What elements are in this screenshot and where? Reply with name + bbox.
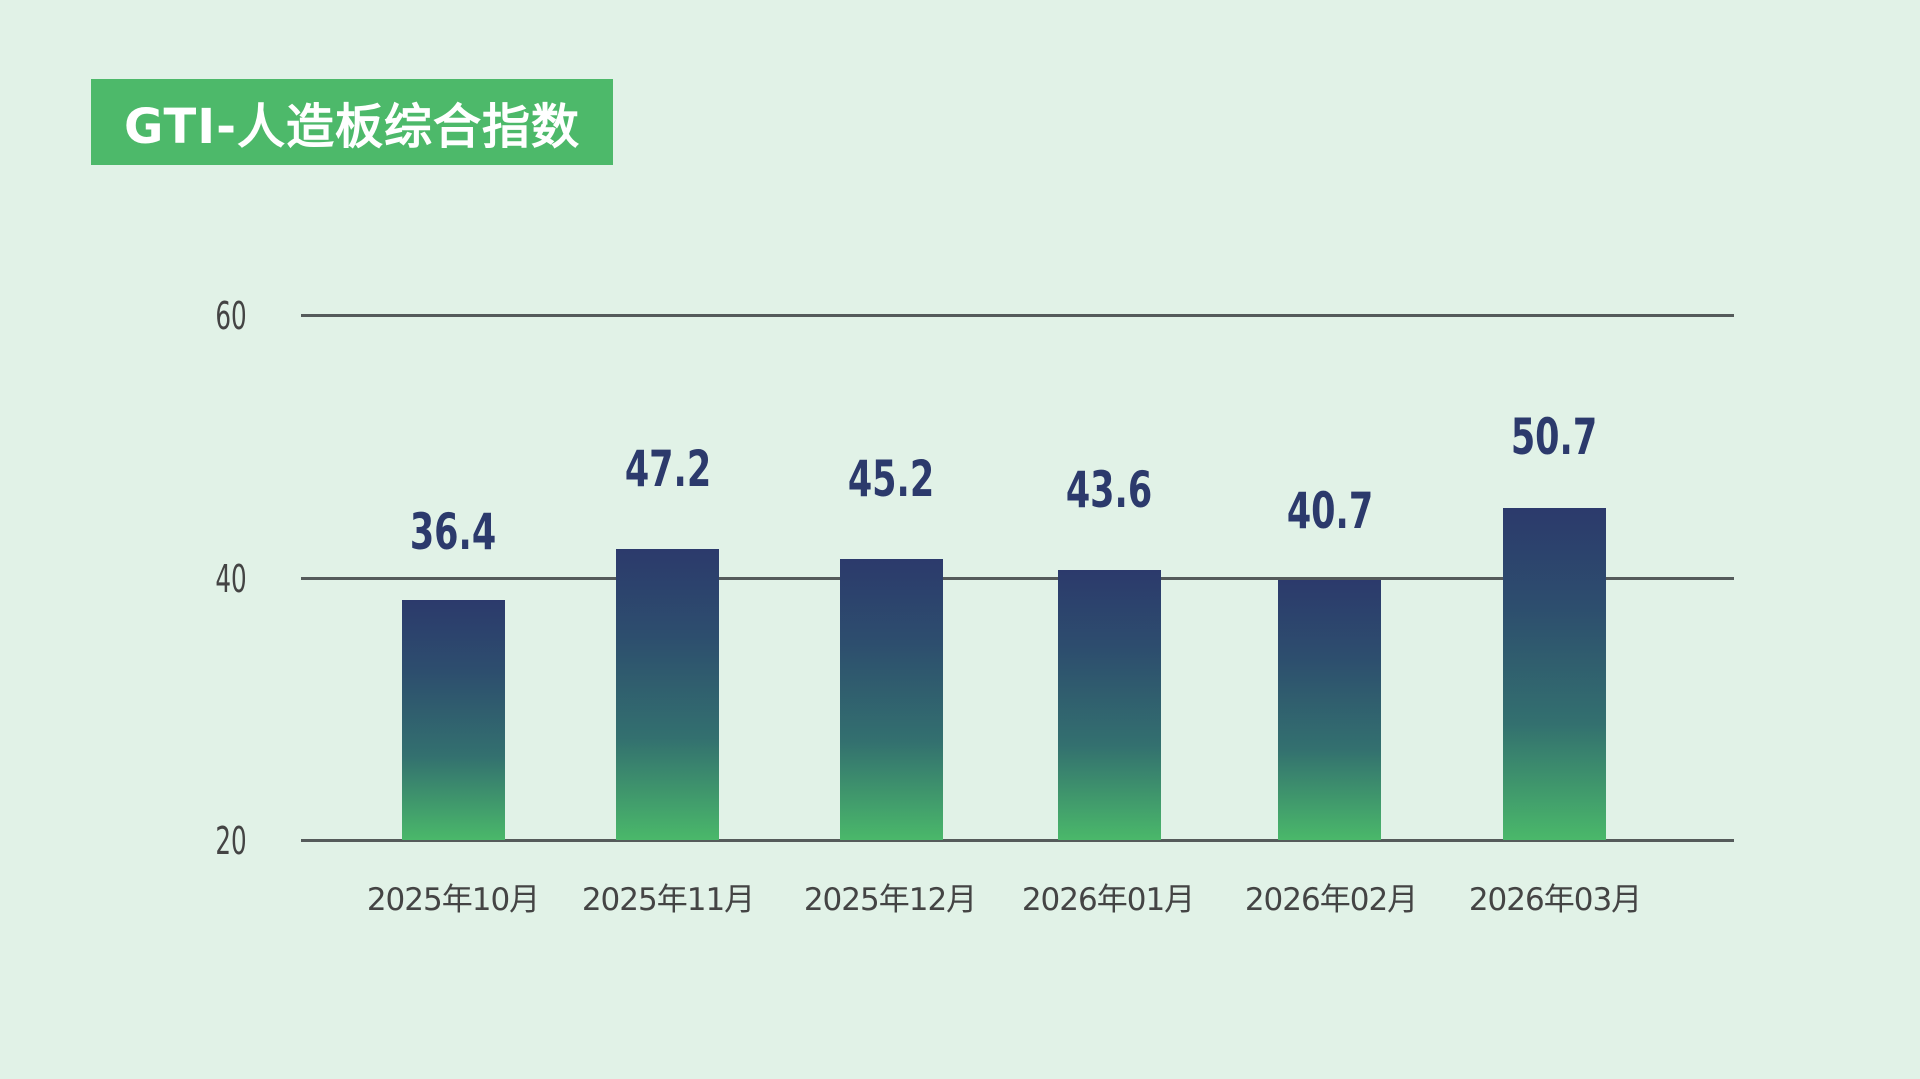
bar-2025-11 [616,549,719,840]
value-label: 43.6 [1065,461,1153,519]
x-label: 2025年11月 [581,882,755,918]
bar-2025-10 [402,600,505,840]
value-label: 36.4 [409,503,497,561]
y-tick-40: 40 [215,557,247,601]
gridline-20 [301,839,1734,842]
x-label: 2025年10月 [366,882,540,918]
value-label: 50.7 [1510,408,1598,466]
chart-title-box: GTI-人造板综合指数 [91,79,613,165]
bar-2026-01 [1058,570,1161,840]
bar-2026-03 [1503,508,1606,840]
x-label: 2026年02月 [1244,882,1418,918]
x-label: 2025年12月 [803,882,977,918]
value-label: 45.2 [847,450,935,508]
value-label: 47.2 [624,440,712,498]
gridline-40 [301,577,1734,580]
y-tick-60: 60 [215,294,247,338]
chart-title: GTI-人造板综合指数 [123,99,581,155]
value-label: 40.7 [1286,482,1374,540]
x-label: 2026年01月 [1021,882,1195,918]
x-label: 2026年03月 [1468,882,1642,918]
bar-2025-12 [840,559,943,840]
gridline-60 [301,314,1734,317]
y-tick-20: 20 [215,819,247,863]
bar-2026-02 [1278,580,1381,840]
